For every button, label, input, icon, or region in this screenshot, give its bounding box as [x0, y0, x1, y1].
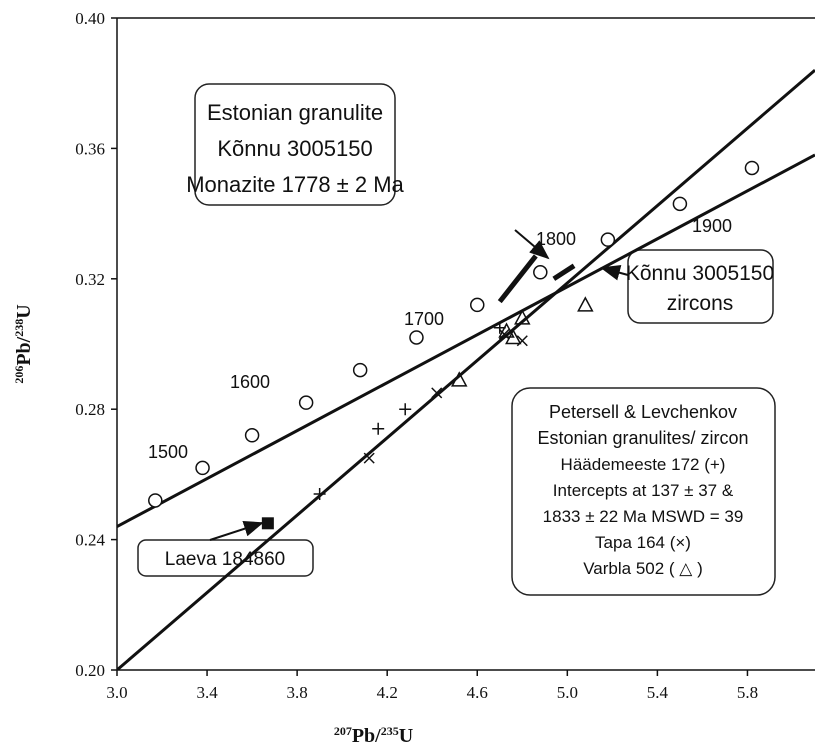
y-tick-label: 0.36 — [75, 139, 105, 158]
monazite-box — [194, 83, 396, 206]
x-axis-label-part: 207 — [334, 724, 352, 738]
y-tick-label: 0.24 — [75, 531, 105, 550]
point — [399, 403, 412, 416]
x-tick-label: 3.8 — [287, 683, 308, 702]
monazite-text: Estonian granulite — [207, 100, 383, 125]
age-label: 1900 — [692, 216, 732, 236]
point — [195, 460, 210, 476]
point — [352, 362, 368, 378]
point — [744, 160, 760, 176]
laeva-text: Laeva 184860 — [165, 549, 285, 570]
point — [505, 328, 522, 345]
x-axis-label-part: 235 — [381, 724, 399, 738]
y-axis-label: 206Pb/238U — [12, 304, 35, 383]
legend-text: Intercepts at 137 ± 37 & — [553, 481, 734, 500]
point — [313, 487, 326, 500]
age-segment — [497, 254, 538, 304]
age-label: 1700 — [404, 309, 444, 329]
legend-text: Varbla 502 ( △ ) — [583, 559, 703, 578]
point — [672, 196, 688, 212]
age-label: 1500 — [148, 442, 188, 462]
x-axis-label-part: U — [399, 725, 413, 747]
y-axis-label-part: 238 — [12, 319, 26, 337]
zircon-box — [627, 249, 774, 324]
point — [498, 322, 515, 338]
point — [261, 517, 274, 530]
point — [409, 330, 424, 345]
y-axis-label-part: 206 — [12, 366, 26, 384]
point — [148, 493, 163, 508]
age-label: 1600 — [230, 372, 270, 392]
legend-text: Tapa 164 (×) — [595, 533, 691, 552]
arrow — [514, 229, 550, 260]
zircon-text: Kõnnu 3005150 — [626, 262, 774, 285]
point — [514, 309, 531, 325]
point — [533, 265, 548, 280]
x-tick-label: 3.0 — [106, 683, 127, 702]
y-axis-label-part: U — [13, 304, 35, 318]
point — [372, 422, 385, 435]
legend-text: Estonian granulites/ zircon — [537, 428, 748, 448]
x-tick-label: 4.2 — [377, 683, 398, 702]
legend-text: Petersell & Levchenkov — [549, 402, 737, 422]
x-tick-label: 3.4 — [196, 683, 218, 702]
age-label: 1800 — [536, 229, 576, 249]
point — [470, 297, 485, 313]
age-segment — [552, 263, 576, 281]
x-tick-label: 4.6 — [467, 683, 488, 702]
y-axis-label-part: Pb/ — [13, 336, 35, 365]
x-tick-label: 5.4 — [647, 683, 669, 702]
point — [431, 387, 443, 399]
point — [600, 232, 616, 247]
monazite-text: Monazite 1778 ± 2 Ma — [186, 172, 404, 197]
monazite-text: Kõnnu 3005150 — [217, 136, 372, 161]
x-axis-label-part: Pb/ — [352, 725, 381, 747]
point — [363, 452, 375, 464]
y-tick-label: 0.40 — [75, 9, 105, 28]
y-tick-label: 0.20 — [75, 661, 105, 680]
point — [244, 428, 260, 443]
point — [450, 371, 468, 387]
x-tick-label: 5.0 — [557, 683, 578, 702]
x-tick-label: 5.8 — [737, 683, 758, 702]
arrow — [600, 264, 629, 281]
line — [117, 153, 815, 528]
legend-text: 1833 ± 22 Ma MSWD = 39 — [543, 507, 744, 526]
legend-text: Häädemeeste 172 (+) — [561, 455, 726, 474]
legend-box — [511, 387, 776, 596]
x-axis-label: 207Pb/235U — [334, 724, 413, 747]
arrow — [209, 520, 264, 541]
zircon-text: zircons — [667, 292, 734, 315]
y-tick-label: 0.32 — [75, 270, 105, 289]
point — [298, 395, 314, 410]
line — [117, 69, 815, 670]
y-tick-label: 0.28 — [75, 400, 105, 419]
point — [577, 296, 594, 312]
